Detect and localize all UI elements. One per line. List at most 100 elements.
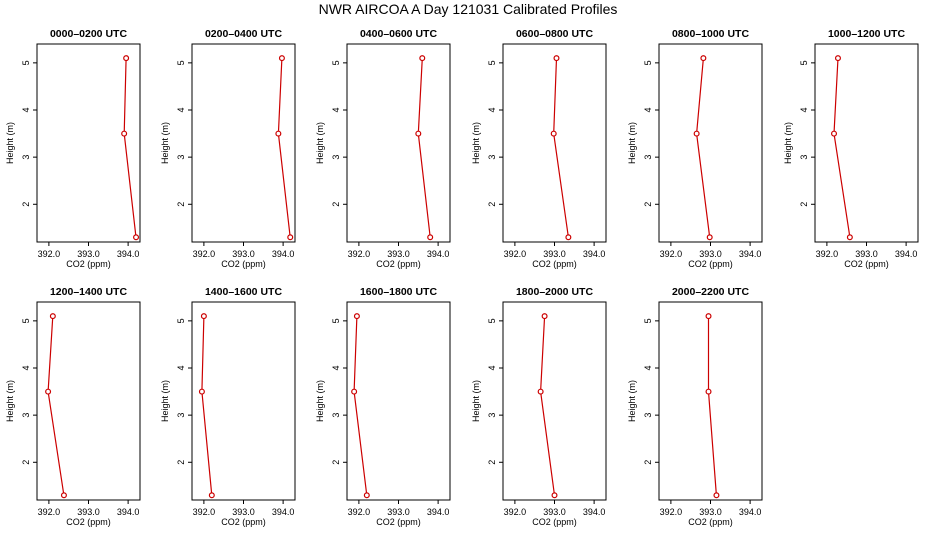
profile-line	[707, 316, 717, 496]
y-axis-label: Height (m)	[471, 380, 481, 422]
x-tick-label: 394.0	[117, 507, 140, 517]
x-tick-label: 392.0	[193, 507, 216, 517]
x-tick-label: 392.0	[348, 507, 371, 517]
x-tick-label: 394.0	[739, 249, 762, 259]
data-point	[541, 313, 548, 320]
y-axis-label: Height (m)	[783, 122, 793, 164]
y-tick-label: 3	[643, 413, 653, 418]
x-tick-label: 392.0	[660, 249, 683, 259]
y-tick-label: 4	[799, 107, 809, 112]
y-axis-label: Height (m)	[315, 122, 325, 164]
y-tick-label: 2	[799, 202, 809, 207]
panel-title: 0600–0800 UTC	[516, 28, 593, 40]
x-tick-label: 392.0	[504, 249, 527, 259]
plot-frame	[36, 301, 141, 501]
y-tick-label: 2	[21, 202, 31, 207]
panel-title: 0000–0200 UTC	[50, 28, 127, 40]
plot-frame	[191, 301, 296, 501]
y-tick-label: 4	[21, 107, 31, 112]
y-tick-label: 2	[643, 202, 653, 207]
panel-title: 1600–1800 UTC	[360, 286, 437, 298]
y-tick-label: 2	[176, 202, 186, 207]
data-point	[275, 130, 282, 137]
y-tick-label: 4	[21, 365, 31, 370]
profile-line	[553, 58, 569, 238]
panel-title: 1400–1600 UTC	[205, 286, 282, 298]
x-tick-label: 393.0	[232, 249, 255, 259]
x-tick-label: 392.0	[38, 249, 61, 259]
y-tick-label: 5	[176, 60, 186, 65]
y-tick-label: 4	[643, 107, 653, 112]
panel-title: 2000–2200 UTC	[672, 286, 749, 298]
x-tick-label: 393.0	[77, 249, 100, 259]
panel-title: 0200–0400 UTC	[205, 28, 282, 40]
profile-panel: 1200–1400 UTC 392.0 393.0 394.0 2 3 4 5 CO2 (ppm…	[5, 286, 141, 527]
panel-title: 1200–1400 UTC	[50, 286, 127, 298]
data-point	[551, 492, 558, 499]
data-point	[713, 492, 720, 499]
y-tick-label: 5	[643, 60, 653, 65]
data-point	[705, 388, 712, 395]
y-tick-label: 2	[487, 460, 497, 465]
data-point	[363, 492, 370, 499]
x-axis-label: CO2 (ppm)	[688, 517, 733, 527]
y-tick-label: 5	[21, 60, 31, 65]
y-tick-label: 2	[331, 460, 341, 465]
y-tick-label: 4	[176, 107, 186, 112]
profile-panel: 1600–1800 UTC 392.0 393.0 394.0 2 3 4 5 CO2 (ppm…	[315, 286, 451, 527]
data-point	[705, 313, 712, 320]
y-tick-label: 5	[176, 318, 186, 323]
y-axis-label: Height (m)	[160, 122, 170, 164]
x-axis-label: CO2 (ppm)	[66, 517, 111, 527]
profile-panel: 1000–1200 UTC 392.0 393.0 394.0 2 3 4 5 CO2 (ppm…	[783, 28, 919, 269]
x-axis-label: CO2 (ppm)	[376, 259, 421, 269]
profile-panel: 1400–1600 UTC 392.0 393.0 394.0 2 3 4 5 CO2 (ppm…	[160, 286, 296, 527]
plot-frame	[502, 301, 607, 501]
y-tick-label: 2	[21, 460, 31, 465]
data-point	[693, 130, 700, 137]
x-axis-label: CO2 (ppm)	[688, 259, 733, 269]
x-tick-label: 392.0	[193, 249, 216, 259]
panel-title: 0800–1000 UTC	[672, 28, 749, 40]
panel-title: 1800–2000 UTC	[516, 286, 593, 298]
profile-line	[277, 58, 291, 238]
panel-title: 1000–1200 UTC	[828, 28, 905, 40]
x-tick-label: 393.0	[543, 507, 566, 517]
x-tick-label: 392.0	[38, 507, 61, 517]
x-axis-label: CO2 (ppm)	[844, 259, 889, 269]
y-tick-label: 3	[21, 413, 31, 418]
y-tick-label: 5	[487, 318, 497, 323]
data-point	[700, 55, 707, 62]
y-axis-label: Height (m)	[315, 380, 325, 422]
data-point	[49, 313, 56, 320]
x-tick-label: 392.0	[660, 507, 683, 517]
profile-line	[539, 316, 556, 496]
y-tick-label: 5	[643, 318, 653, 323]
x-tick-label: 394.0	[739, 507, 762, 517]
x-tick-label: 392.0	[816, 249, 839, 259]
x-axis-label: CO2 (ppm)	[532, 517, 577, 527]
x-tick-label: 393.0	[699, 507, 722, 517]
plot-frame	[658, 43, 763, 243]
x-tick-label: 394.0	[895, 249, 918, 259]
plot-frame	[346, 301, 451, 501]
data-point	[353, 313, 360, 320]
y-tick-label: 2	[331, 202, 341, 207]
profile-line	[123, 58, 137, 238]
x-axis-label: CO2 (ppm)	[376, 517, 421, 527]
y-tick-label: 3	[799, 155, 809, 160]
x-axis-label: CO2 (ppm)	[221, 259, 266, 269]
data-point	[208, 492, 215, 499]
x-tick-label: 394.0	[427, 507, 450, 517]
profile-panel: 2000–2200 UTC 392.0 393.0 394.0 2 3 4 5 CO2 (ppm…	[627, 286, 763, 527]
profile-line	[833, 58, 851, 238]
x-axis-label: CO2 (ppm)	[532, 259, 577, 269]
profile-panel: 0600–0800 UTC 392.0 393.0 394.0 2 3 4 5 CO2 (ppm…	[471, 28, 607, 269]
y-tick-label: 2	[643, 460, 653, 465]
x-tick-label: 394.0	[272, 249, 295, 259]
y-axis-label: Height (m)	[160, 380, 170, 422]
y-tick-label: 5	[331, 60, 341, 65]
x-tick-label: 393.0	[387, 249, 410, 259]
y-tick-label: 5	[331, 318, 341, 323]
y-tick-label: 4	[487, 365, 497, 370]
